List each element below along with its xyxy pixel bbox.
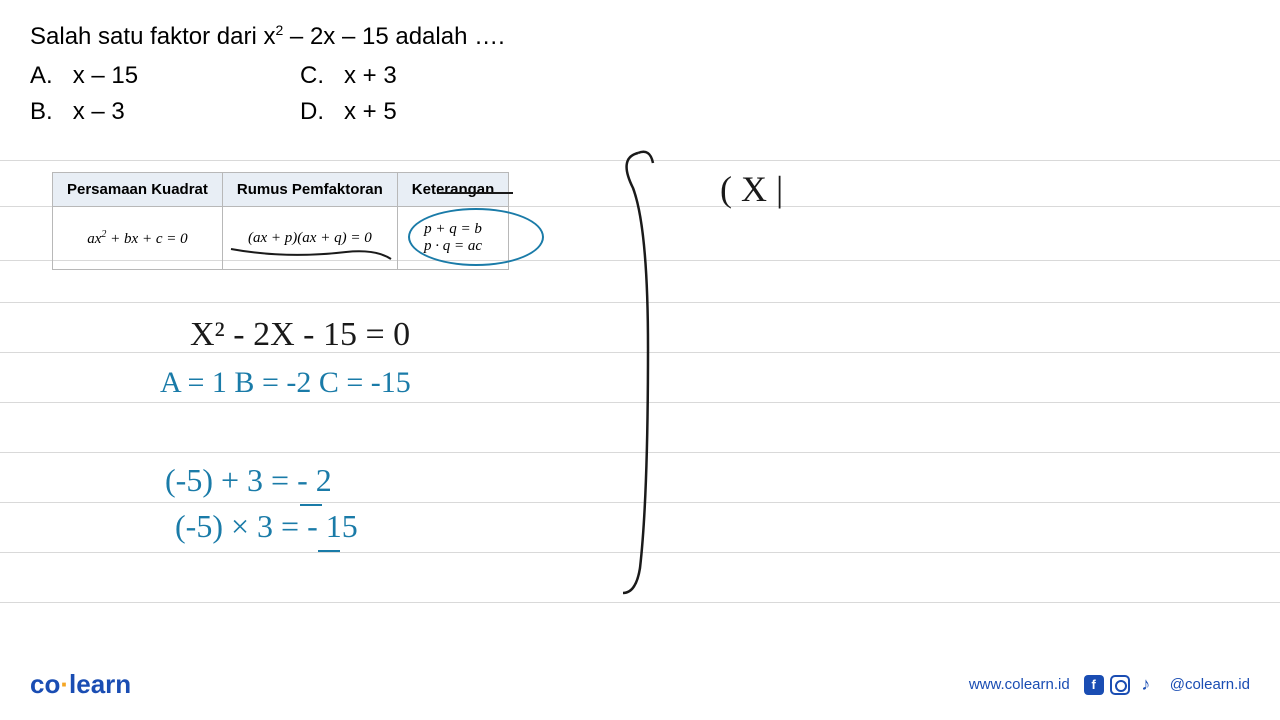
option-a-letter: A.: [30, 62, 53, 89]
footer-handle: @colearn.id: [1170, 676, 1250, 693]
question-text: Salah satu faktor dari x2 – 2x – 15 adal…: [30, 22, 505, 51]
option-a-text: x – 15: [73, 62, 138, 89]
option-d-letter: D.: [300, 98, 324, 125]
option-c-text: x + 3: [344, 62, 397, 89]
table-cell-notes: p + q = b p · q = ac: [397, 207, 509, 270]
footer-url: www.colearn.id: [969, 676, 1070, 693]
option-b-text: x – 3: [73, 98, 125, 125]
question-expr-base: x: [263, 23, 275, 50]
handwriting-sum-line: (-5) + 3 = - 2: [165, 462, 332, 499]
handwriting-equation: X² - 2X - 15 = 0: [190, 316, 410, 354]
facebook-icon: f: [1084, 675, 1104, 695]
option-b-letter: B.: [30, 98, 53, 125]
handwriting-partial-factor: ( X |: [720, 168, 783, 210]
handwriting-product-line: (-5) × 3 = - 15: [175, 508, 358, 545]
table-note-1: p + q = b: [412, 221, 495, 238]
table-header-1: Persamaan Kuadrat: [53, 173, 223, 207]
table-note-2: p · q = ac: [412, 238, 495, 255]
tiktok-icon: ♪: [1136, 675, 1156, 695]
logo-dot: ·: [60, 669, 69, 699]
colearn-logo: co·learn: [30, 669, 131, 700]
table-header-2: Rumus Pemfaktoran: [222, 173, 397, 207]
option-d-text: x + 5: [344, 98, 397, 125]
question-expr-rest: – 2x – 15 adalah ….: [283, 23, 504, 50]
handwriting-coefficients: A = 1 B = -2 C = -15: [160, 366, 411, 400]
social-icons: f ♪: [1084, 675, 1156, 695]
question-prefix: Salah satu faktor dari: [30, 23, 263, 50]
logo-part1: co: [30, 669, 60, 699]
factor-formula-underline: [226, 244, 396, 264]
table-header-3: Keterangan: [397, 173, 509, 207]
footer-right: www.colearn.id f ♪ @colearn.id: [969, 675, 1250, 695]
underline-2: [318, 550, 340, 552]
option-c-letter: C.: [300, 62, 324, 89]
table-cell-equation: ax2 + bx + c = 0: [53, 207, 223, 270]
footer: co·learn www.colearn.id f ♪ @colearn.id: [0, 669, 1280, 700]
logo-part2: learn: [69, 669, 131, 699]
underline-1: [300, 504, 322, 506]
instagram-icon: [1110, 675, 1130, 695]
answer-options: A. x – 15 C. x + 3 B. x – 3 D. x + 5: [30, 58, 500, 130]
large-brace: [608, 148, 668, 598]
